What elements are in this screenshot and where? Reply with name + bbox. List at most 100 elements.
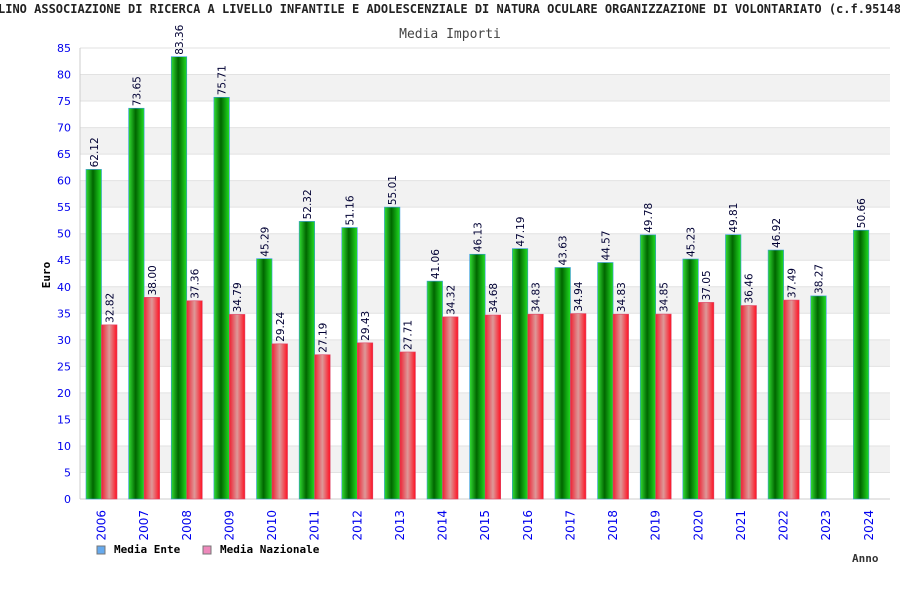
data-label: 46.13 (472, 222, 484, 252)
data-label: 27.71 (403, 320, 415, 350)
x-tick-label: 2010 (265, 510, 279, 541)
y-tick-label: 55 (57, 201, 71, 214)
data-label: 34.94 (573, 281, 585, 311)
y-tick-label: 65 (57, 148, 71, 161)
bar-media-ente-2017 (554, 267, 571, 500)
x-tick-label: 2011 (308, 510, 322, 541)
chart-title: LINO ASSOCIAZIONE DI RICERCA A LIVELLO I… (0, 2, 900, 16)
data-label: 29.43 (360, 311, 372, 341)
x-tick-label: 2021 (734, 510, 748, 541)
x-tick-label: 2023 (819, 510, 833, 541)
x-tick-label: 2009 (222, 510, 236, 541)
legend-swatch-media-ente (96, 545, 106, 555)
y-tick-label: 75 (57, 95, 71, 108)
x-tick-label: 2018 (606, 510, 620, 541)
legend-swatch-media-nazionale (202, 545, 212, 555)
data-label: 34.79 (232, 282, 244, 312)
data-label: 49.81 (728, 203, 740, 233)
bar-media-ente-2013 (384, 206, 401, 500)
bar-media-nazionale-2017 (570, 313, 587, 500)
x-tick-label: 2024 (862, 510, 876, 541)
bar-media-ente-2022 (767, 249, 784, 500)
y-tick-label: 30 (57, 334, 71, 347)
x-tick-label: 2014 (436, 510, 450, 541)
x-tick-label: 2008 (180, 510, 194, 541)
bar-media-nazionale-2019 (655, 313, 672, 500)
data-label: 43.63 (558, 235, 570, 265)
y-tick-label: 35 (57, 307, 71, 320)
bar-media-ente-2006 (85, 169, 102, 500)
bar-media-ente-2023 (810, 295, 827, 500)
bar-media-nazionale-2011 (314, 354, 331, 500)
bar-media-nazionale-2022 (783, 299, 800, 500)
data-label: 45.29 (259, 227, 271, 257)
grid-band (80, 180, 890, 208)
data-label: 38.27 (813, 264, 825, 294)
bar-media-nazionale-2014 (442, 316, 459, 500)
grid-band (80, 127, 890, 155)
data-label: 45.23 (686, 227, 698, 257)
data-label: 34.32 (445, 285, 457, 315)
data-label: 50.66 (856, 198, 868, 228)
data-label: 55.01 (387, 175, 399, 205)
legend-label-media-ente: Media Ente (114, 543, 181, 556)
bar-media-ente-2014 (426, 280, 443, 500)
bar-media-ente-2008 (170, 56, 188, 500)
data-label: 51.16 (345, 195, 357, 225)
x-tick-label: 2012 (350, 510, 364, 541)
x-axis-label: Anno (852, 552, 879, 565)
bar-media-nazionale-2013 (399, 351, 416, 500)
x-tick-label: 2019 (649, 510, 663, 541)
bar-media-ente-2024 (853, 229, 870, 500)
bar-media-nazionale-2010 (271, 343, 288, 500)
bar-media-ente-2010 (256, 258, 273, 500)
y-tick-label: 40 (57, 281, 71, 294)
y-tick-label: 50 (57, 228, 71, 241)
y-tick-label: 25 (57, 360, 71, 373)
y-tick-label: 60 (57, 175, 71, 188)
data-label: 37.49 (786, 268, 798, 298)
bar-media-nazionale-2020 (698, 302, 715, 500)
y-tick-label: 85 (57, 42, 71, 55)
data-label: 34.83 (616, 282, 628, 312)
data-label: 34.83 (531, 282, 543, 312)
data-label: 27.19 (317, 323, 329, 353)
bar-media-ente-2015 (469, 253, 486, 500)
chart-subtitle: Media Importi (399, 27, 501, 42)
data-label: 37.36 (190, 268, 202, 298)
data-label: 52.32 (302, 189, 314, 219)
data-label: 83.36 (174, 24, 186, 54)
data-label: 38.00 (147, 265, 159, 295)
bar-media-nazionale-2008 (186, 300, 203, 500)
x-tick-label: 2015 (478, 510, 492, 541)
grid-band (80, 74, 890, 102)
bar-media-nazionale-2021 (740, 305, 757, 500)
bar-media-ente-2019 (639, 234, 657, 500)
data-label: 37.05 (701, 270, 713, 300)
bar-media-nazionale-2009 (229, 314, 246, 500)
data-label: 36.46 (744, 273, 756, 303)
bar-media-ente-2009 (213, 96, 230, 500)
data-label: 73.65 (131, 76, 143, 106)
bar-media-nazionale-2015 (484, 314, 501, 500)
y-tick-label: 70 (57, 122, 71, 135)
x-tick-label: 2016 (521, 510, 535, 541)
x-tick-label: 2022 (777, 510, 791, 541)
bar-media-ente-2018 (597, 262, 614, 500)
data-label: 34.68 (488, 283, 500, 313)
data-label: 75.71 (217, 65, 229, 95)
data-label: 47.19 (515, 217, 527, 247)
data-label: 62.12 (89, 137, 101, 167)
data-label: 32.82 (104, 293, 116, 323)
y-tick-label: 80 (57, 69, 71, 82)
y-tick-label: 10 (57, 440, 71, 453)
x-tick-label: 2017 (563, 510, 577, 541)
data-label: 46.92 (771, 218, 783, 248)
x-tick-label: 2020 (691, 510, 705, 541)
y-tick-label: 45 (57, 254, 71, 267)
bar-media-ente-2016 (512, 248, 529, 500)
y-tick-label: 0 (64, 493, 71, 506)
bar-media-ente-2012 (341, 227, 358, 500)
bar-media-ente-2007 (128, 107, 145, 500)
